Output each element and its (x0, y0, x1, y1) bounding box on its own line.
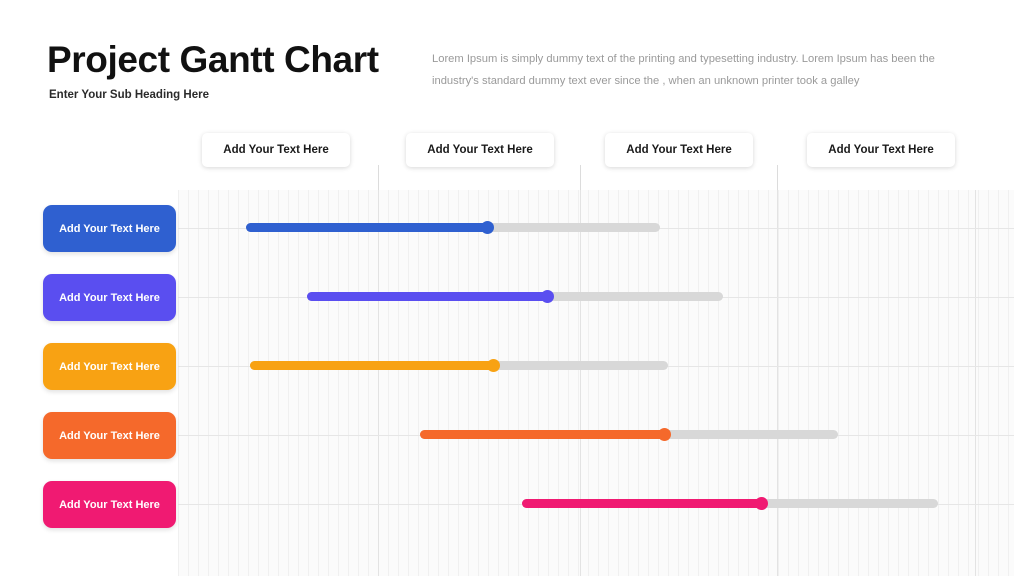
task-label: Add Your Text Here (59, 291, 160, 304)
gantt-fill-2[interactable] (307, 292, 548, 301)
gantt-knob-4[interactable] (658, 428, 671, 441)
grid-major-line-3 (777, 190, 778, 576)
column-divider-2 (580, 165, 581, 190)
column-header-label: Add Your Text Here (427, 144, 533, 156)
task-label: Add Your Text Here (59, 222, 160, 235)
column-divider-3 (777, 165, 778, 190)
task-label-pill-5[interactable]: Add Your Text Here (43, 481, 176, 528)
gantt-grid (178, 190, 1014, 576)
gantt-knob-2[interactable] (541, 290, 554, 303)
column-header-label: Add Your Text Here (828, 144, 934, 156)
column-header-card-4[interactable]: Add Your Text Here (807, 133, 955, 167)
column-header-card-3[interactable]: Add Your Text Here (605, 133, 753, 167)
grid-major-line-4 (975, 190, 976, 576)
column-header-card-2[interactable]: Add Your Text Here (406, 133, 554, 167)
task-label-pill-3[interactable]: Add Your Text Here (43, 343, 176, 390)
intro-paragraph: Lorem Ipsum is simply dummy text of the … (432, 53, 935, 88)
column-header-label: Add Your Text Here (626, 144, 732, 156)
gantt-fill-1[interactable] (246, 223, 488, 232)
page-subtitle: Enter Your Sub Heading Here (49, 89, 209, 101)
gantt-knob-3[interactable] (487, 359, 500, 372)
task-label: Add Your Text Here (59, 429, 160, 442)
gantt-knob-1[interactable] (481, 221, 494, 234)
task-label-pill-4[interactable]: Add Your Text Here (43, 412, 176, 459)
gantt-fill-5[interactable] (522, 499, 762, 508)
gantt-knob-5[interactable] (755, 497, 768, 510)
task-label-pill-2[interactable]: Add Your Text Here (43, 274, 176, 321)
page-title: Project Gantt Chart (47, 39, 379, 80)
column-header-label: Add Your Text Here (223, 144, 329, 156)
grid-major-line-1 (378, 190, 379, 576)
gantt-fill-4[interactable] (420, 430, 665, 439)
column-header-card-1[interactable]: Add Your Text Here (202, 133, 350, 167)
gantt-fill-3[interactable] (250, 361, 494, 370)
task-label-pill-1[interactable]: Add Your Text Here (43, 205, 176, 252)
grid-major-line-2 (580, 190, 581, 576)
task-label: Add Your Text Here (59, 498, 160, 511)
task-label: Add Your Text Here (59, 360, 160, 373)
column-divider-1 (378, 165, 379, 190)
